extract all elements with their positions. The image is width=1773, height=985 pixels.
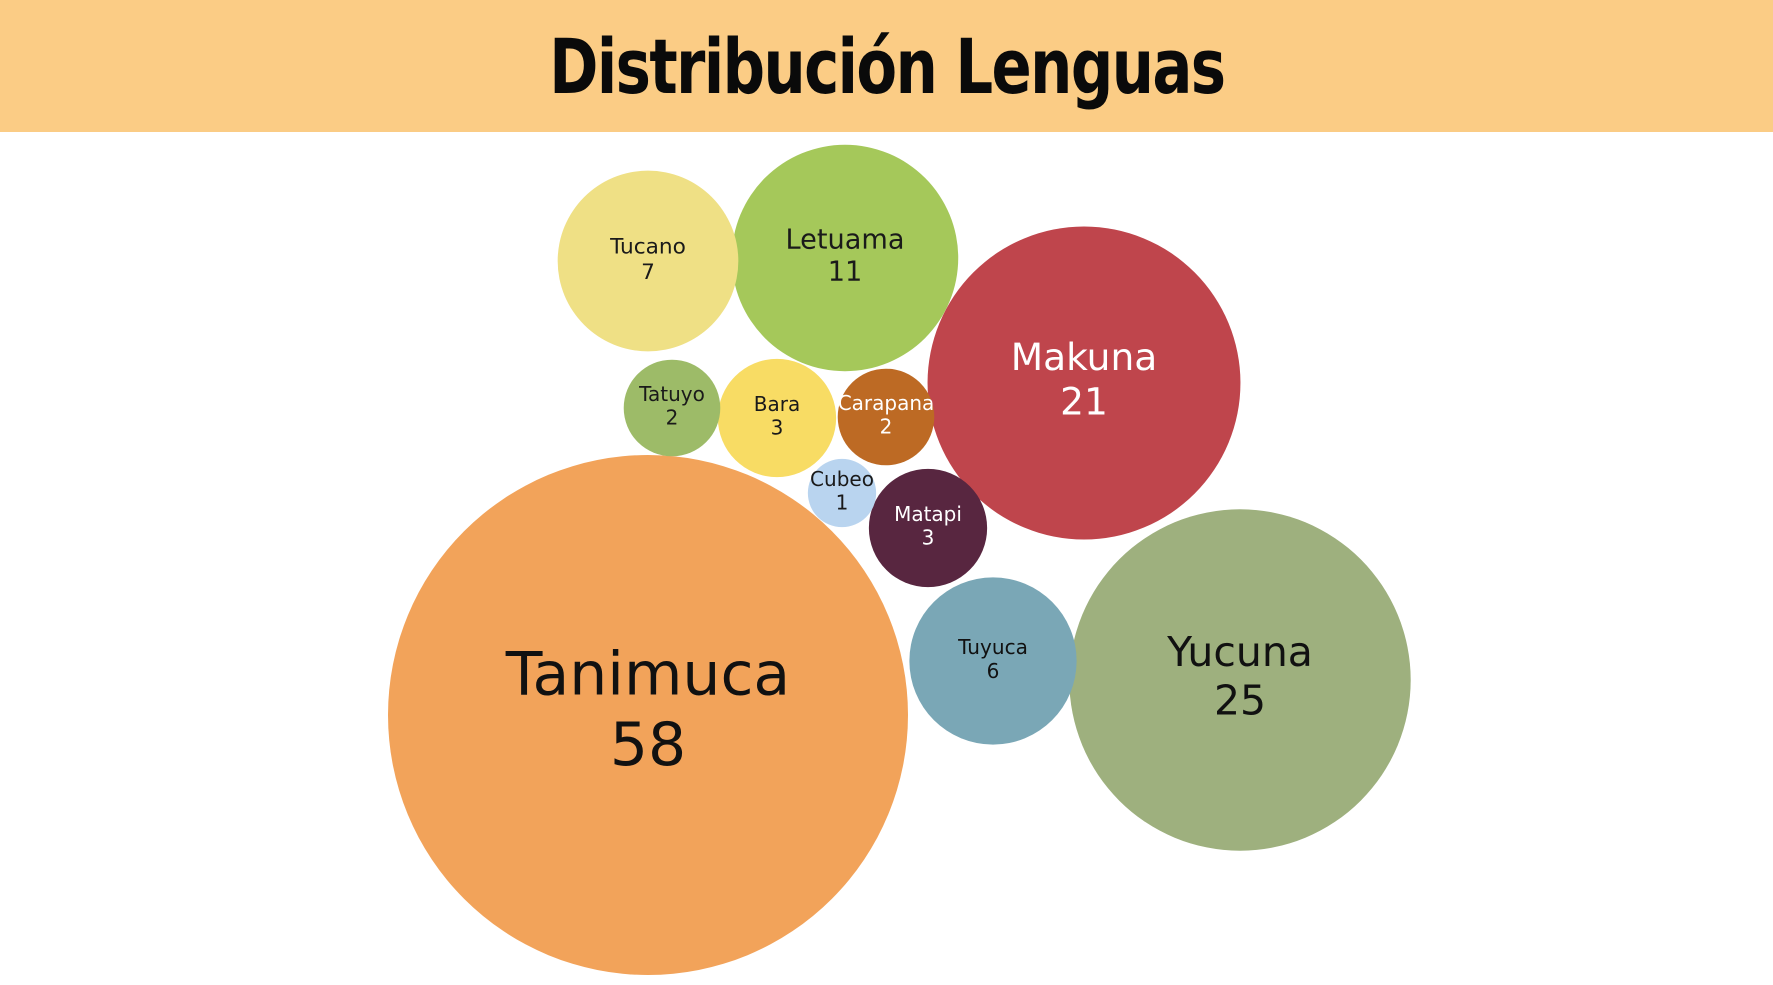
bubble-value-makuna: 21 [1060,379,1108,423]
chart-title: Distribución Lenguas [548,21,1226,111]
bubble-value-yucuna: 25 [1214,676,1266,724]
bubble-circle-letuama [731,144,959,372]
bubble-label-tucano: Tucano [609,235,686,260]
bubble-value-letuama: 11 [828,257,863,288]
bubble-label-tanimuca: Tanimuca [505,640,790,710]
bubble-label-letuama: Letuama [786,225,905,256]
bubble-label-cubeo: Cubeo [810,467,874,491]
bubble-circle-tuyuca [909,577,1077,745]
bubble-value-tuyuca: 6 [987,659,1000,683]
bubble-value-tucano: 7 [641,260,655,285]
bubble-label-tuyuca: Tuyuca [957,635,1028,659]
bubble-circle-tanimuca [388,455,908,975]
bubble-label-yucuna: Yucuna [1166,628,1313,676]
bubble-label-matapi: Matapi [894,502,962,526]
bubble-value-tatuyo: 2 [666,406,679,430]
bubble-label-carapana: Carapana [838,391,935,415]
bubble-value-carapana: 2 [880,415,893,439]
bubble-circle-matapi [868,468,988,588]
bubble-circle-tatuyo [623,359,721,457]
bubble-circle-cubeo [807,458,877,528]
bubble-label-makuna: Makuna [1011,335,1158,379]
bubble-label-tatuyo: Tatuyo [638,382,705,406]
bubble-circle-yucuna [1069,509,1411,851]
bubble-value-tanimuca: 58 [610,710,686,780]
bubble-circle-tucano [557,170,739,352]
bubble-label-bara: Bara [754,392,800,416]
bubble-circle-bara [717,358,837,478]
bubble-circle-carapana [837,368,935,466]
title-bar: Distribución Lenguas [0,0,1773,132]
bubble-value-cubeo: 1 [836,491,849,515]
bubble-value-bara: 3 [771,416,784,440]
bubble-value-matapi: 3 [922,526,935,550]
bubble-circle-makuna [927,226,1241,540]
